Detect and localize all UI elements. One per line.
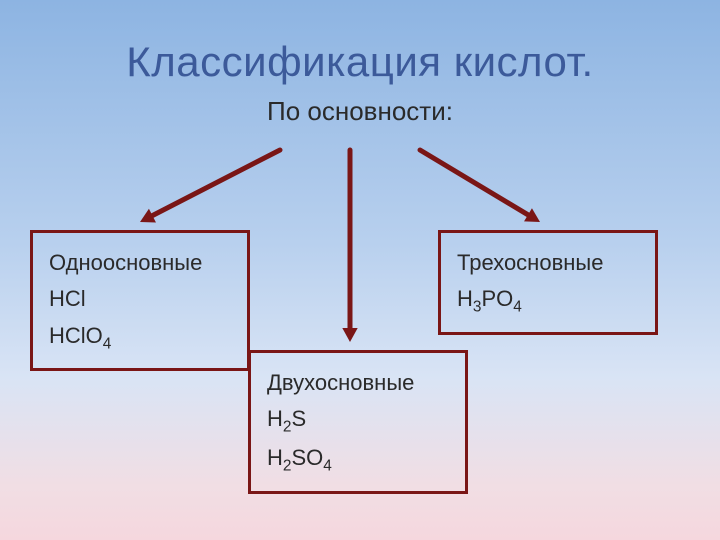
- box-heading: Трехосновные: [457, 245, 639, 281]
- box-formulas: H3PO4: [457, 281, 639, 320]
- box-heading: Одноосновные: [49, 245, 231, 281]
- subtitle: По основности:: [0, 96, 720, 127]
- box-dibasic: Двухосновные H2SH2SO4: [248, 350, 468, 494]
- box-monobasic: Одноосновные HClHClO4: [30, 230, 250, 371]
- box-formulas: HClHClO4: [49, 281, 231, 356]
- box-heading: Двухосновные: [267, 365, 449, 401]
- box-tribasic: Трехосновные H3PO4: [438, 230, 658, 335]
- page-title: Классификация кислот.: [0, 38, 720, 86]
- box-formulas: H2SH2SO4: [267, 401, 449, 479]
